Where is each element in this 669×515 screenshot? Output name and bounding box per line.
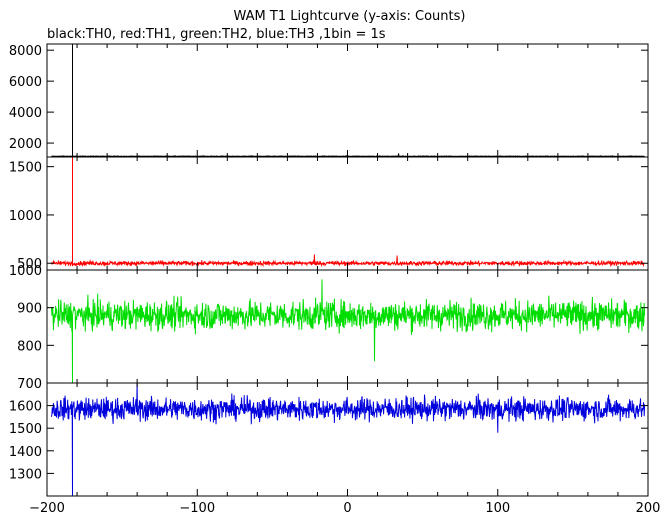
y-tick-label: 4000: [9, 106, 42, 121]
panel-frame: [46, 269, 649, 384]
panel-frame: [46, 43, 649, 158]
y-tick-label: 8000: [9, 44, 42, 59]
y-tick-label: 6000: [9, 75, 42, 90]
y-tick-label: 2000: [9, 137, 42, 152]
panel-th0: 2000 4000 6000 8000: [9, 43, 649, 158]
panel-th2: 700 800 900 1000: [9, 264, 649, 392]
y-tick-label: 500: [17, 257, 42, 272]
y-tick-label: 1000: [9, 209, 42, 224]
y-tick-label: 1600: [9, 400, 42, 415]
panel-th1: 500 1000 1500: [9, 156, 649, 272]
y-tick-label: 1500: [9, 422, 42, 437]
y-tick-label: 1300: [9, 467, 42, 482]
series-line-th2: [51, 279, 646, 384]
y-tick-label: 1400: [9, 445, 42, 460]
series-line-th1: [51, 157, 645, 268]
x-tick-label: 200: [636, 501, 661, 515]
y-tick-label: 1000: [9, 264, 42, 279]
panel-frame: [46, 156, 649, 271]
panel-th3: 1300 1400 1500 1600: [9, 382, 649, 497]
chart-title: WAM T1 Lightcurve (y-axis: Counts): [233, 9, 466, 24]
x-tick-label: −200: [29, 501, 65, 515]
y-tick-label: 800: [17, 339, 42, 354]
series-line-th3: [51, 382, 646, 497]
x-tick-label: 100: [485, 501, 510, 515]
y-tick-label: 700: [17, 377, 42, 392]
y-tick-label: 1500: [9, 161, 42, 176]
x-tick-label: 0: [343, 501, 351, 515]
y-tick-label: 900: [17, 302, 42, 317]
series-line-th0: [51, 44, 645, 158]
chart-subtitle: black:TH0, red:TH1, green:TH2, blue:TH3 …: [47, 27, 386, 42]
x-tick-label: −100: [179, 501, 215, 515]
